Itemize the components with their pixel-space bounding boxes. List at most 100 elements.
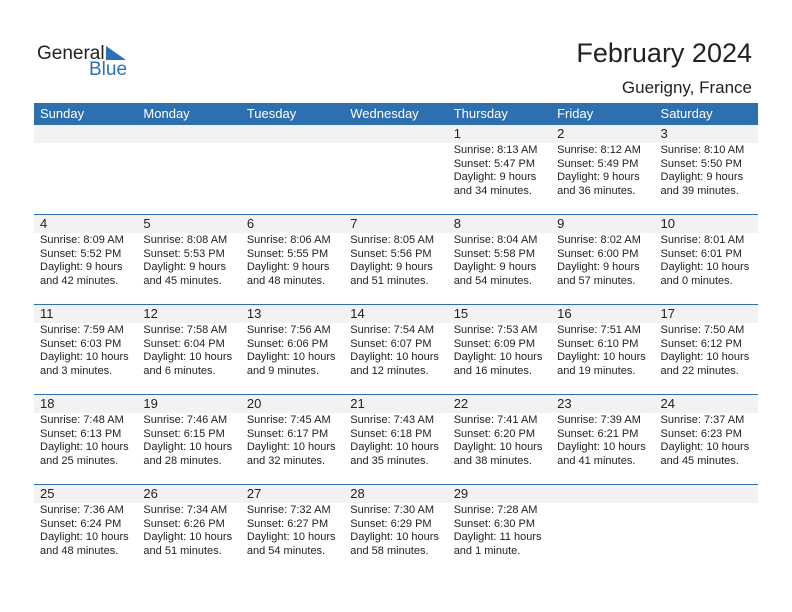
daylight-minutes-text: and 45 minutes. <box>143 274 222 287</box>
sunrise-text: Sunrise: 7:32 AM <box>246 504 331 516</box>
sunset-text: Sunset: 5:56 PM <box>350 247 432 260</box>
sun-info: Sunrise: 7:58 AM Sunset: 6:04 PM Daylight:… <box>137 324 240 378</box>
empty-cell <box>551 485 655 574</box>
sunrise-text: Sunrise: 7:36 AM <box>40 504 124 516</box>
sunset-text: Sunset: 6:26 PM <box>143 517 225 530</box>
daylight-minutes-text: and 54 minutes. <box>453 274 532 287</box>
sunrise-text: Sunrise: 8:01 AM <box>660 234 745 246</box>
day-cell: 16 Sunrise: 7:51 AM Sunset: 6:10 PM Dayligh… <box>551 305 655 394</box>
daylight-text: Daylight: 9 hours <box>40 261 123 273</box>
day-number: 5 <box>137 215 241 233</box>
empty-cell <box>654 485 758 574</box>
sunrise-text: Sunrise: 7:54 AM <box>350 324 435 336</box>
daylight-text: Daylight: 10 hours <box>350 351 439 363</box>
day-number: 7 <box>344 215 448 233</box>
day-number: 1 <box>447 125 552 143</box>
sunset-text: Sunset: 5:47 PM <box>453 157 536 170</box>
daylight-minutes-text: and 48 minutes. <box>40 544 119 557</box>
sun-info: Sunrise: 7:34 AM Sunset: 6:26 PM Daylight:… <box>137 504 240 558</box>
day-cell: 9 Sunrise: 8:02 AM Sunset: 6:00 PM Daylight… <box>551 215 655 304</box>
weekday-friday: Friday <box>557 106 594 121</box>
day-number: 29 <box>447 485 552 503</box>
sunset-text: Sunset: 6:20 PM <box>453 427 536 440</box>
sunrise-text: Sunrise: 7:34 AM <box>143 504 228 516</box>
sunrise-text: Sunrise: 7:58 AM <box>143 324 228 336</box>
sun-info: Sunrise: 7:54 AM Sunset: 6:07 PM Daylight:… <box>344 324 447 378</box>
sunrise-text: Sunrise: 8:10 AM <box>660 144 745 156</box>
day-cell: 17 Sunrise: 7:50 AM Sunset: 6:12 PM Dayligh… <box>654 305 758 394</box>
sun-info: Sunrise: 7:56 AM Sunset: 6:06 PM Daylight:… <box>241 324 344 378</box>
sunrise-text: Sunrise: 7:46 AM <box>143 414 228 426</box>
sunset-text: Sunset: 6:27 PM <box>246 517 329 530</box>
sun-info: Sunrise: 7:41 AM Sunset: 6:20 PM Daylight:… <box>448 414 551 468</box>
sunset-text: Sunset: 5:53 PM <box>143 247 225 260</box>
sunset-text: Sunset: 6:24 PM <box>40 517 122 530</box>
day-cell: 5 Sunrise: 8:08 AM Sunset: 5:53 PM Daylight… <box>137 215 241 304</box>
sun-info: Sunrise: 7:43 AM Sunset: 6:18 PM Daylight:… <box>344 414 447 468</box>
sunrise-text: Sunrise: 7:50 AM <box>660 324 745 336</box>
sunrise-text: Sunrise: 7:43 AM <box>350 414 435 426</box>
sunset-text: Sunset: 5:50 PM <box>660 157 742 170</box>
day-cell: 10 Sunrise: 8:01 AM Sunset: 6:01 PM Dayligh… <box>654 215 758 304</box>
sunrise-text: Sunrise: 7:30 AM <box>350 504 435 516</box>
daylight-text: Daylight: 10 hours <box>246 441 336 453</box>
day-number: 11 <box>34 305 138 323</box>
sunrise-text: Sunrise: 7:41 AM <box>453 414 538 426</box>
day-number: 28 <box>344 485 448 503</box>
daylight-minutes-text: and 6 minutes. <box>143 364 216 377</box>
sunrise-text: Sunrise: 7:28 AM <box>453 504 538 516</box>
day-cell: 18 Sunrise: 7:48 AM Sunset: 6:13 PM Dayligh… <box>34 395 138 484</box>
day-number <box>551 485 655 503</box>
day-number: 15 <box>447 305 552 323</box>
day-number: 26 <box>137 485 241 503</box>
day-cell: 2 Sunrise: 8:12 AM Sunset: 5:49 PM Daylight… <box>551 125 655 214</box>
day-cell: 26 Sunrise: 7:34 AM Sunset: 6:26 PM Dayligh… <box>137 485 241 574</box>
sunset-text: Sunset: 6:23 PM <box>660 427 742 440</box>
sunset-text: Sunset: 5:52 PM <box>40 247 122 260</box>
day-cell: 7 Sunrise: 8:05 AM Sunset: 5:56 PM Daylight… <box>344 215 448 304</box>
weekday-header: Sunday Monday Tuesday Wednesday Thursday Frid… <box>34 103 758 125</box>
daylight-minutes-text: and 58 minutes. <box>350 544 429 557</box>
daylight-minutes-text: and 36 minutes. <box>557 184 636 197</box>
sunset-text: Sunset: 6:15 PM <box>143 427 225 440</box>
daylight-text: Daylight: 9 hours <box>557 261 640 273</box>
location: Guerigny, France <box>621 78 752 97</box>
sunset-text: Sunset: 5:49 PM <box>557 157 639 170</box>
daylight-text: Daylight: 9 hours <box>557 171 640 183</box>
daylight-minutes-text: and 57 minutes. <box>557 274 636 287</box>
day-cell: 24 Sunrise: 7:37 AM Sunset: 6:23 PM Dayligh… <box>654 395 758 484</box>
daylight-text: Daylight: 10 hours <box>143 351 233 363</box>
day-number: 20 <box>240 395 345 413</box>
daylight-minutes-text: and 16 minutes. <box>453 364 532 377</box>
sun-info: Sunrise: 7:32 AM Sunset: 6:27 PM Daylight:… <box>241 504 344 558</box>
day-number: 12 <box>137 305 241 323</box>
day-cell: 27 Sunrise: 7:32 AM Sunset: 6:27 PM Dayligh… <box>240 485 345 574</box>
day-number: 13 <box>240 305 345 323</box>
day-number <box>654 485 758 503</box>
weekday-thursday: Thursday <box>453 106 508 121</box>
empty-cell <box>240 125 345 214</box>
day-number: 21 <box>344 395 448 413</box>
daylight-minutes-text: and 28 minutes. <box>143 454 222 467</box>
daylight-text: Daylight: 9 hours <box>350 261 433 273</box>
daylight-text: Daylight: 10 hours <box>350 441 439 453</box>
day-number: 8 <box>447 215 552 233</box>
daylight-minutes-text: and 45 minutes. <box>660 454 739 467</box>
day-cell: 1 Sunrise: 8:13 AM Sunset: 5:47 PM Daylight… <box>447 125 552 214</box>
daylight-minutes-text: and 3 minutes. <box>40 364 113 377</box>
sun-info: Sunrise: 7:37 AM Sunset: 6:23 PM Daylight:… <box>655 414 758 468</box>
sun-info: Sunrise: 8:12 AM Sunset: 5:49 PM Daylight:… <box>551 144 654 198</box>
sun-info: Sunrise: 7:59 AM Sunset: 6:03 PM Daylight:… <box>34 324 137 378</box>
sun-info: Sunrise: 7:50 AM Sunset: 6:12 PM Daylight:… <box>655 324 758 378</box>
daylight-text: Daylight: 10 hours <box>40 531 129 543</box>
day-cell: 25 Sunrise: 7:36 AM Sunset: 6:24 PM Dayligh… <box>34 485 138 574</box>
sun-info: Sunrise: 8:05 AM Sunset: 5:56 PM Daylight:… <box>344 234 447 288</box>
day-number: 14 <box>344 305 448 323</box>
sunrise-text: Sunrise: 7:51 AM <box>557 324 641 336</box>
daylight-text: Daylight: 10 hours <box>143 441 233 453</box>
day-number: 6 <box>240 215 345 233</box>
sunrise-text: Sunrise: 7:59 AM <box>40 324 124 336</box>
sun-info: Sunrise: 7:30 AM Sunset: 6:29 PM Daylight:… <box>344 504 447 558</box>
daylight-minutes-text: and 25 minutes. <box>40 454 119 467</box>
daylight-minutes-text: and 0 minutes. <box>660 274 733 287</box>
